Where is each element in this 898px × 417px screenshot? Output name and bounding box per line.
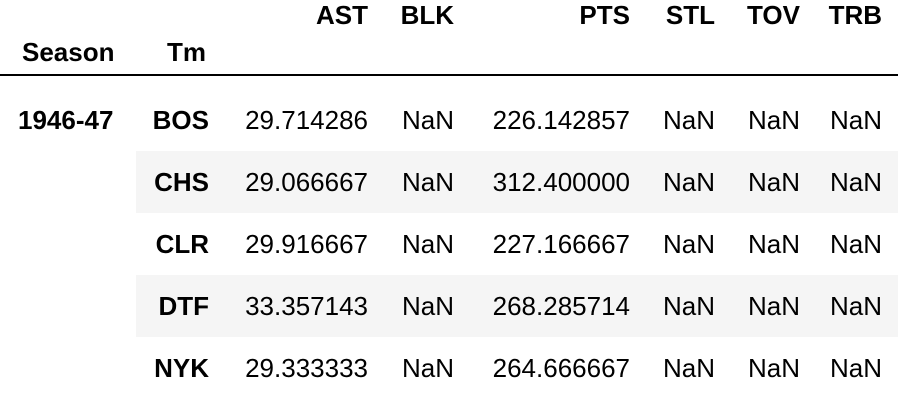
table-row: CHS 29.066667 NaN 312.400000 NaN NaN NaN (0, 151, 898, 213)
column-header-pts: PTS (579, 0, 630, 30)
cell-tov: NaN (747, 353, 800, 383)
table-row: 1946-47 BOS 29.714286 NaN 226.142857 NaN… (0, 89, 898, 399)
cell-tov: NaN (747, 229, 800, 259)
column-header-tov: TOV (747, 0, 800, 30)
index-name-season: Season (22, 37, 115, 67)
team-cell: DTF (136, 275, 209, 337)
table-row: DTF 33.357143 NaN 268.285714 NaN NaN NaN (0, 275, 898, 337)
cell-blk: NaN (401, 353, 454, 383)
cell-pts: 268.285714 (454, 275, 630, 337)
column-header-row: AST BLK PTS STL TOV TRB (0, 0, 898, 30)
column-header-trb: TRB (828, 0, 882, 30)
cell-pts: 264.666667 (492, 353, 630, 383)
team-cell: CLR (155, 229, 209, 259)
table-row: NYK 29.333333 NaN 264.666667 NaN NaN NaN (0, 337, 898, 399)
cell-pts: 226.142857 (492, 105, 630, 135)
cell-tov: NaN (747, 105, 800, 135)
cell-stl: NaN (630, 151, 715, 213)
season-label: 1946-47 (18, 105, 114, 135)
cell-stl: NaN (662, 229, 715, 259)
cell-ast: 29.066667 (209, 151, 368, 213)
cell-trb: NaN (800, 275, 898, 337)
season-index-cell: 1946-47 (0, 89, 136, 399)
team-cell: BOS (152, 105, 209, 135)
column-header-stl: STL (665, 0, 715, 30)
cell-pts: 312.400000 (454, 151, 630, 213)
header-blank (0, 0, 136, 30)
cell-tov: NaN (715, 275, 800, 337)
cell-stl: NaN (630, 275, 715, 337)
header-blank (136, 0, 209, 30)
team-cell: NYK (154, 353, 209, 383)
cell-stl: NaN (662, 105, 715, 135)
table-row: CLR 29.916667 NaN 227.166667 NaN NaN NaN (0, 213, 898, 275)
index-name-row: Season Tm (0, 30, 898, 75)
index-name-tm: Tm (167, 37, 206, 67)
cell-trb: NaN (829, 105, 882, 135)
team-cell: CHS (136, 151, 209, 213)
cell-pts: 227.166667 (492, 229, 630, 259)
dataframe-table: AST BLK PTS STL TOV TRB Season Tm 1946-4… (0, 0, 898, 399)
column-header-blk: BLK (400, 0, 454, 30)
column-header-ast: AST (316, 0, 368, 30)
cell-blk: NaN (368, 275, 454, 337)
cell-trb: NaN (829, 353, 882, 383)
cell-stl: NaN (662, 353, 715, 383)
cell-ast: 29.714286 (245, 105, 368, 135)
cell-ast: 29.916667 (245, 229, 368, 259)
cell-blk: NaN (368, 151, 454, 213)
table-body: 1946-47 BOS 29.714286 NaN 226.142857 NaN… (0, 75, 898, 399)
cell-blk: NaN (401, 229, 454, 259)
cell-blk: NaN (401, 105, 454, 135)
table-header: AST BLK PTS STL TOV TRB Season Tm (0, 0, 898, 75)
cell-trb: NaN (829, 229, 882, 259)
cell-ast: 29.333333 (245, 353, 368, 383)
cell-tov: NaN (715, 151, 800, 213)
cell-trb: NaN (800, 151, 898, 213)
cell-ast: 33.357143 (209, 275, 368, 337)
